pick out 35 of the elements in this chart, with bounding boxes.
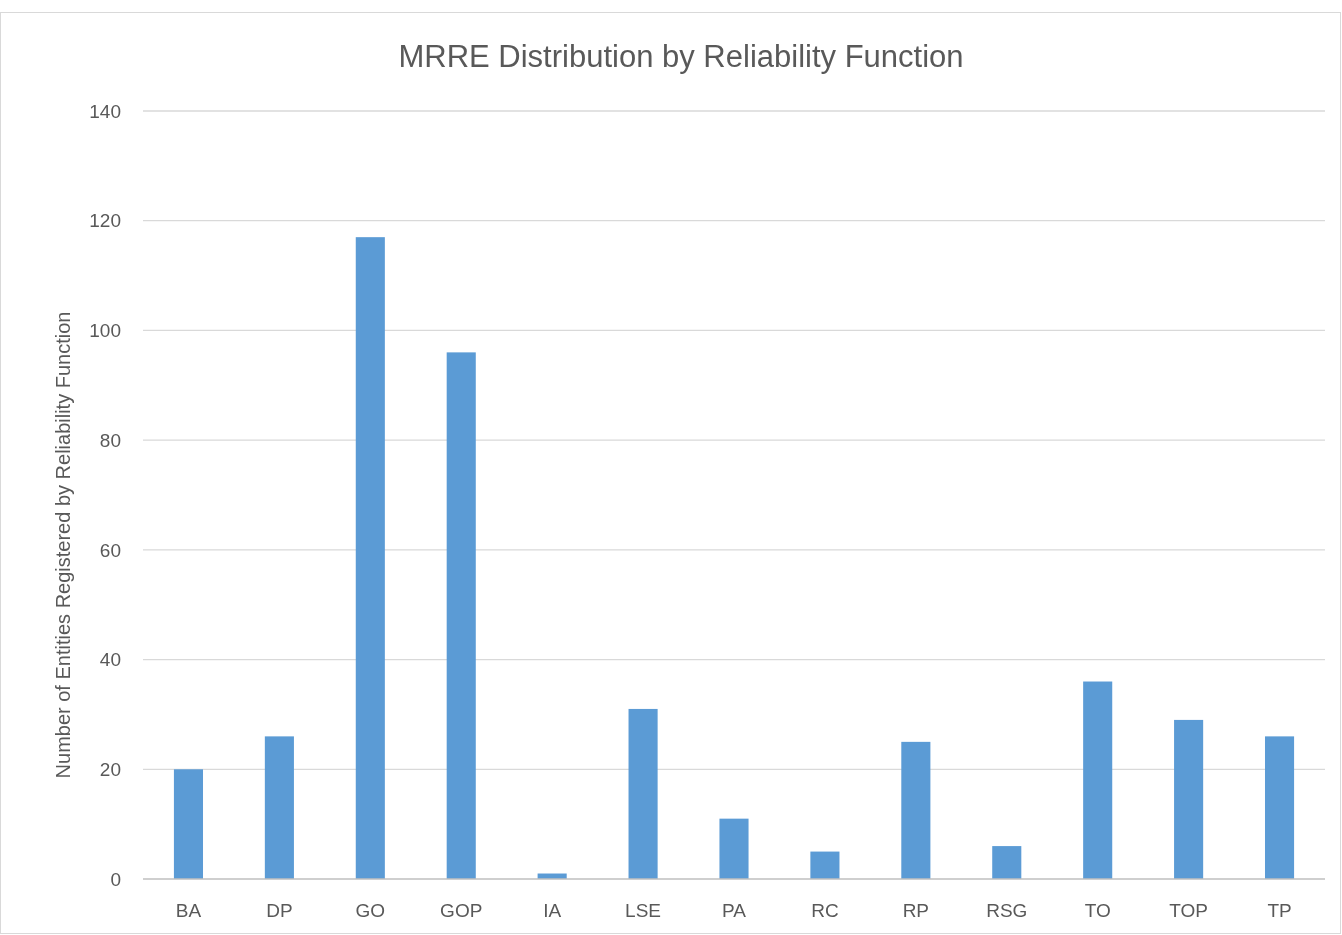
bar [901,741,931,879]
chart-title: MRRE Distribution by Reliability Function [398,39,964,74]
x-tick-label: GOP [440,900,483,921]
x-tick-label: RSG [986,900,1028,921]
x-tick-label: PA [722,900,747,921]
bar [446,352,476,879]
x-tick-label: IA [543,900,562,921]
x-tick-label: RC [811,900,839,921]
bar [1083,681,1113,879]
y-tick-label: 20 [99,758,121,780]
x-tick-label: RP [902,900,930,921]
bar [355,237,385,879]
x-tick-label: BA [175,900,202,921]
y-axis-title: Number of Entities Registered by Reliability Function [52,311,74,779]
bar [264,736,294,879]
bar [810,851,840,879]
x-tick-label: LSE [625,900,662,921]
x-tick-label: TO [1084,900,1111,921]
bar [1264,736,1295,879]
x-tick-label: DP [266,900,293,921]
y-tick-label: 100 [89,320,121,342]
bar [173,769,204,879]
bar [1174,719,1204,879]
y-tick-label: 0 [110,868,121,890]
x-tick-label: TOP [1169,900,1208,921]
bar [628,708,658,879]
bar [719,818,749,879]
x-tick-label: GO [355,900,386,921]
y-tick-label: 60 [99,539,121,561]
y-tick-label: 140 [89,100,121,122]
y-tick-label: 80 [99,429,121,451]
y-tick-label: 40 [99,649,121,671]
bar [992,846,1022,879]
y-tick-label: 120 [89,210,121,232]
x-tick-label: TP [1267,900,1292,921]
